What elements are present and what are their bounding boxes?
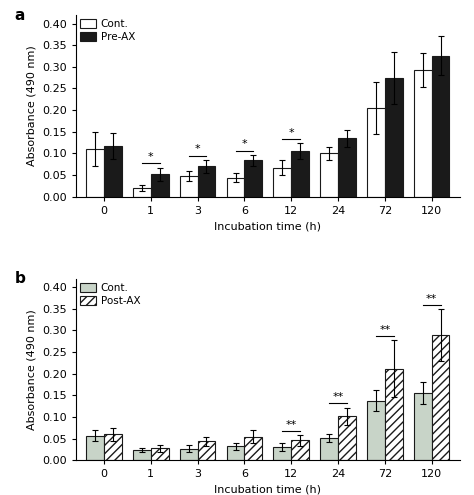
Bar — [198, 442, 215, 460]
Bar — [414, 393, 432, 460]
Bar — [104, 435, 122, 460]
Legend: Cont., Pre-AX: Cont., Pre-AX — [78, 17, 137, 44]
Bar — [86, 436, 104, 460]
Bar — [320, 153, 338, 197]
Bar — [273, 447, 291, 460]
Bar — [338, 416, 356, 460]
Bar — [320, 438, 338, 460]
Bar — [245, 437, 262, 460]
Text: *: * — [195, 144, 201, 154]
Bar — [151, 448, 169, 460]
Bar — [291, 441, 309, 460]
Bar — [180, 448, 198, 460]
Bar — [385, 78, 402, 197]
Bar — [151, 174, 169, 197]
Bar — [227, 446, 245, 460]
Bar — [198, 166, 215, 197]
Bar — [367, 400, 385, 460]
Bar — [133, 188, 151, 197]
Text: **: ** — [286, 420, 297, 430]
X-axis label: Incubation time (h): Incubation time (h) — [214, 221, 321, 231]
Bar — [291, 151, 309, 197]
Bar — [86, 149, 104, 197]
Text: *: * — [148, 152, 154, 162]
Bar — [414, 70, 432, 197]
Text: b: b — [14, 271, 25, 286]
Bar — [432, 56, 449, 197]
Text: **: ** — [426, 294, 438, 303]
Text: **: ** — [332, 392, 344, 402]
Bar — [432, 335, 449, 460]
Bar — [133, 450, 151, 460]
Bar — [338, 138, 356, 197]
Y-axis label: Absorbance (490 nm): Absorbance (490 nm) — [27, 46, 36, 166]
X-axis label: Incubation time (h): Incubation time (h) — [214, 485, 321, 495]
Bar — [180, 176, 198, 197]
Text: *: * — [242, 140, 247, 149]
Bar — [385, 369, 402, 460]
Bar — [245, 160, 262, 197]
Legend: Cont., Post-AX: Cont., Post-AX — [78, 281, 143, 308]
Text: a: a — [14, 7, 25, 23]
Text: **: ** — [379, 325, 391, 335]
Text: *: * — [288, 128, 294, 138]
Bar — [104, 147, 122, 197]
Bar — [227, 178, 245, 197]
Bar — [273, 168, 291, 197]
Y-axis label: Absorbance (490 nm): Absorbance (490 nm) — [27, 309, 36, 430]
Bar — [367, 108, 385, 197]
